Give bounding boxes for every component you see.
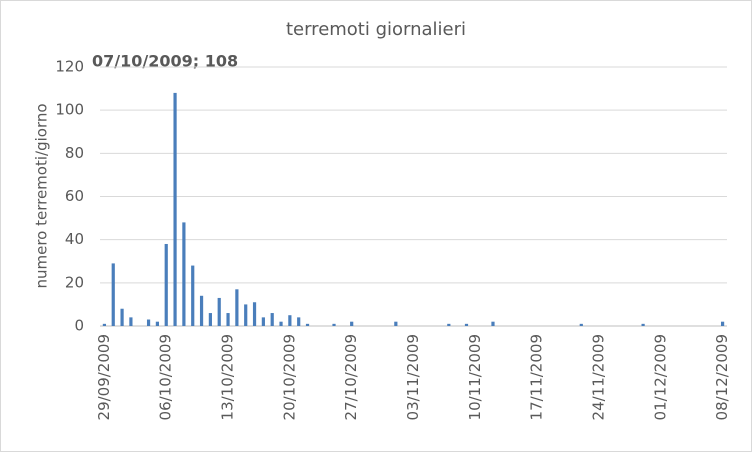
x-tick-label: 24/11/2009 [589,334,607,420]
bar [252,302,257,326]
bar [720,321,725,326]
y-tick-label: 80 [65,144,84,162]
y-tick-label: 40 [65,230,84,248]
bar [464,323,469,326]
annotation: 07/10/2009; 108 [92,52,238,71]
bar [155,321,160,326]
bar [394,321,398,326]
y-tick-label: 20 [65,273,84,291]
x-tick-label: 20/10/2009 [280,334,298,420]
bar [129,317,133,326]
y-tick-label: 0 [74,317,84,335]
x-tick-label: 06/10/2009 [157,334,175,420]
bar [579,323,583,326]
x-tick-label: 27/10/2009 [342,334,360,420]
x-tick-label: 01/12/2009 [651,334,669,420]
bar [173,92,177,327]
y-tick-label: 120 [55,58,84,76]
bar [164,243,168,326]
x-tick-label: 13/10/2009 [219,334,237,420]
x-tick-label: 29/09/2009 [95,334,113,420]
bar [279,321,283,326]
bar [305,323,310,326]
x-tick-label: 17/11/2009 [528,334,546,420]
bar [146,319,151,326]
bar [261,317,265,326]
bar [191,265,195,326]
x-tick-label: 03/11/2009 [404,334,422,420]
bar [288,315,292,326]
bar [270,313,274,326]
x-tick-label: 10/11/2009 [466,334,484,420]
bar [217,297,221,326]
bar [491,321,495,326]
y-tick-label: 60 [65,187,84,205]
bar [102,323,107,326]
bar [332,323,336,326]
bar [199,295,204,326]
y-tick-label: 100 [55,101,84,119]
bar [226,313,230,326]
bar [447,323,451,326]
bar [111,263,115,326]
bar [244,304,248,326]
bar [120,308,124,326]
x-tick-label: 08/12/2009 [713,334,731,420]
bar [182,222,186,326]
bar [350,321,354,326]
bar [235,289,239,326]
bar [208,313,212,326]
bar [297,317,301,326]
y-axis-label: numero terremoti/giorno [33,103,51,288]
bar [641,323,645,326]
chart-title: terremoti giornalieri [286,19,466,40]
